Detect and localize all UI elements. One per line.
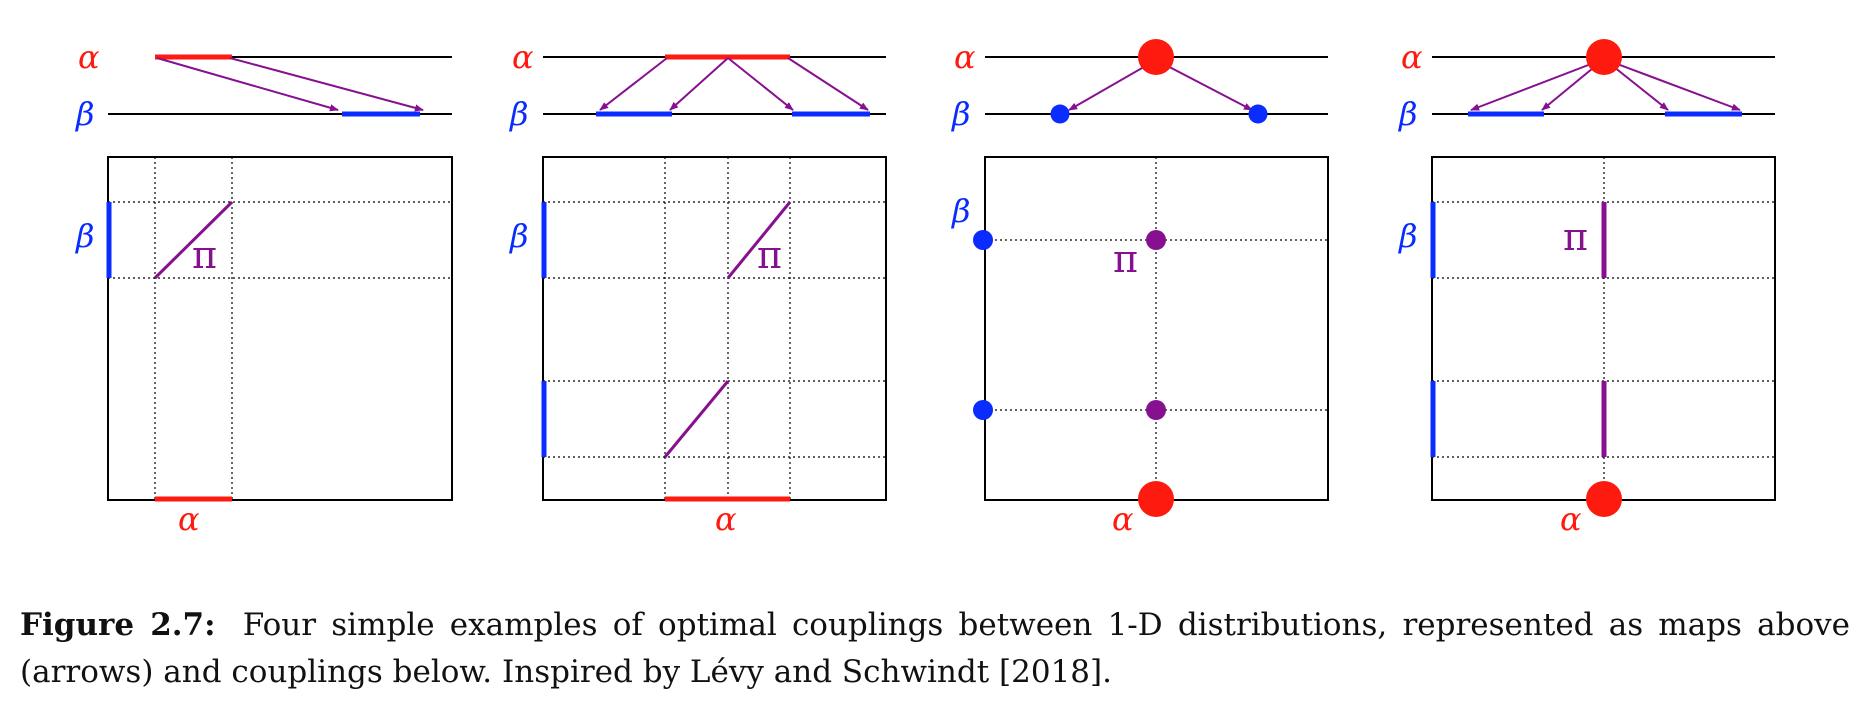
alpha-axis-label: α bbox=[715, 500, 737, 538]
figure-caption: Figure 2.7: Four simple examples of opti… bbox=[20, 602, 1850, 696]
beta-marginal-point bbox=[973, 400, 993, 420]
panel-3-coupling: π α β bbox=[951, 156, 1329, 538]
map-arrow bbox=[1155, 59, 1253, 111]
pi-label: π bbox=[192, 233, 217, 277]
alpha-label: α bbox=[1401, 38, 1423, 76]
beta-axis-label: β bbox=[509, 217, 529, 255]
alpha-marginal-point bbox=[1138, 481, 1174, 517]
beta-axis-label: β bbox=[951, 192, 971, 230]
beta-point bbox=[1050, 104, 1070, 124]
alpha-point bbox=[1586, 39, 1622, 75]
beta-label: β bbox=[75, 95, 95, 133]
map-arrow bbox=[1603, 58, 1741, 111]
coupling-segment bbox=[153, 200, 234, 280]
map-arrow bbox=[1470, 58, 1605, 111]
map-arrow bbox=[599, 57, 668, 111]
figure: α β π α β α β bbox=[75, 38, 1776, 538]
map-arrow bbox=[787, 57, 869, 111]
panel-2-coupling: π α β bbox=[509, 156, 887, 538]
alpha-axis-label: α bbox=[1560, 500, 1582, 538]
panel-1: α β π α β bbox=[75, 38, 453, 538]
panel-3: α β π α β bbox=[951, 38, 1329, 538]
beta-label: β bbox=[1398, 95, 1418, 133]
coupling-segment bbox=[726, 201, 792, 279]
beta-label: β bbox=[951, 95, 971, 133]
caption-label: Figure 2.7: bbox=[20, 607, 216, 643]
panel-4: α β π α β bbox=[1398, 38, 1776, 538]
panel-1-map: α β bbox=[75, 38, 452, 133]
pi-label: π bbox=[1563, 215, 1588, 259]
alpha-point bbox=[1138, 39, 1174, 75]
alpha-label: α bbox=[954, 38, 976, 76]
panel-1-coupling: π α β bbox=[75, 156, 453, 538]
map-arrow bbox=[1068, 59, 1157, 111]
alpha-axis-label: α bbox=[178, 500, 200, 538]
coupling-point bbox=[1146, 400, 1166, 420]
beta-axis-label: β bbox=[1398, 217, 1418, 255]
beta-point bbox=[1248, 104, 1268, 124]
alpha-axis-label: α bbox=[1112, 500, 1134, 538]
beta-axis-label: β bbox=[75, 217, 95, 255]
pi-label: π bbox=[757, 233, 782, 277]
map-arrow bbox=[669, 57, 729, 111]
panel-3-map: α β bbox=[951, 38, 1328, 133]
coupling-box bbox=[107, 156, 453, 501]
alpha-marginal-point bbox=[1586, 481, 1622, 517]
alpha-label: α bbox=[78, 38, 100, 76]
map-arrow bbox=[727, 57, 794, 111]
caption-text: Four simple examples of optimal coupling… bbox=[20, 607, 1850, 690]
panel-2: α β π α β bbox=[509, 38, 887, 538]
panel-4-map: α β bbox=[1398, 38, 1775, 133]
pi-label: π bbox=[1113, 237, 1138, 281]
beta-marginal-point bbox=[973, 230, 993, 250]
map-arrow bbox=[156, 57, 339, 112]
map-arrow bbox=[229, 57, 424, 112]
coupling-box bbox=[542, 156, 887, 501]
beta-label: β bbox=[509, 95, 529, 133]
coupling-point bbox=[1146, 230, 1166, 250]
panel-4-coupling: π α β bbox=[1398, 156, 1776, 538]
alpha-label: α bbox=[512, 38, 534, 76]
panel-2-map: α β bbox=[509, 38, 886, 133]
coupling-segment bbox=[663, 380, 730, 458]
